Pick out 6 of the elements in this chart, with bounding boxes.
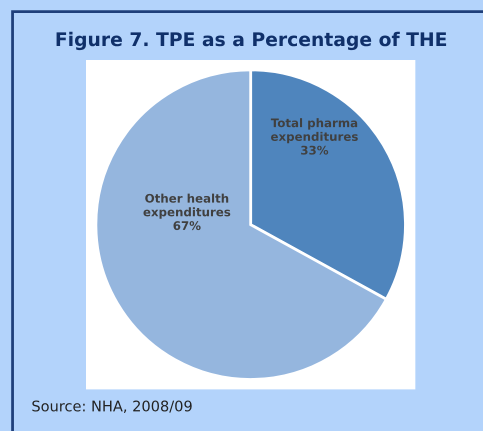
chart-title: Figure 7. TPE as a Percentage of THE	[56, 32, 446, 50]
slice-label: Total pharma expenditures	[270, 118, 358, 144]
source-note: Source: NHA, 2008/09	[32, 400, 192, 414]
data-label: 67%	[173, 221, 201, 230]
slice-label: Other health expenditures	[143, 194, 230, 219]
data-label: 33%	[301, 146, 328, 155]
